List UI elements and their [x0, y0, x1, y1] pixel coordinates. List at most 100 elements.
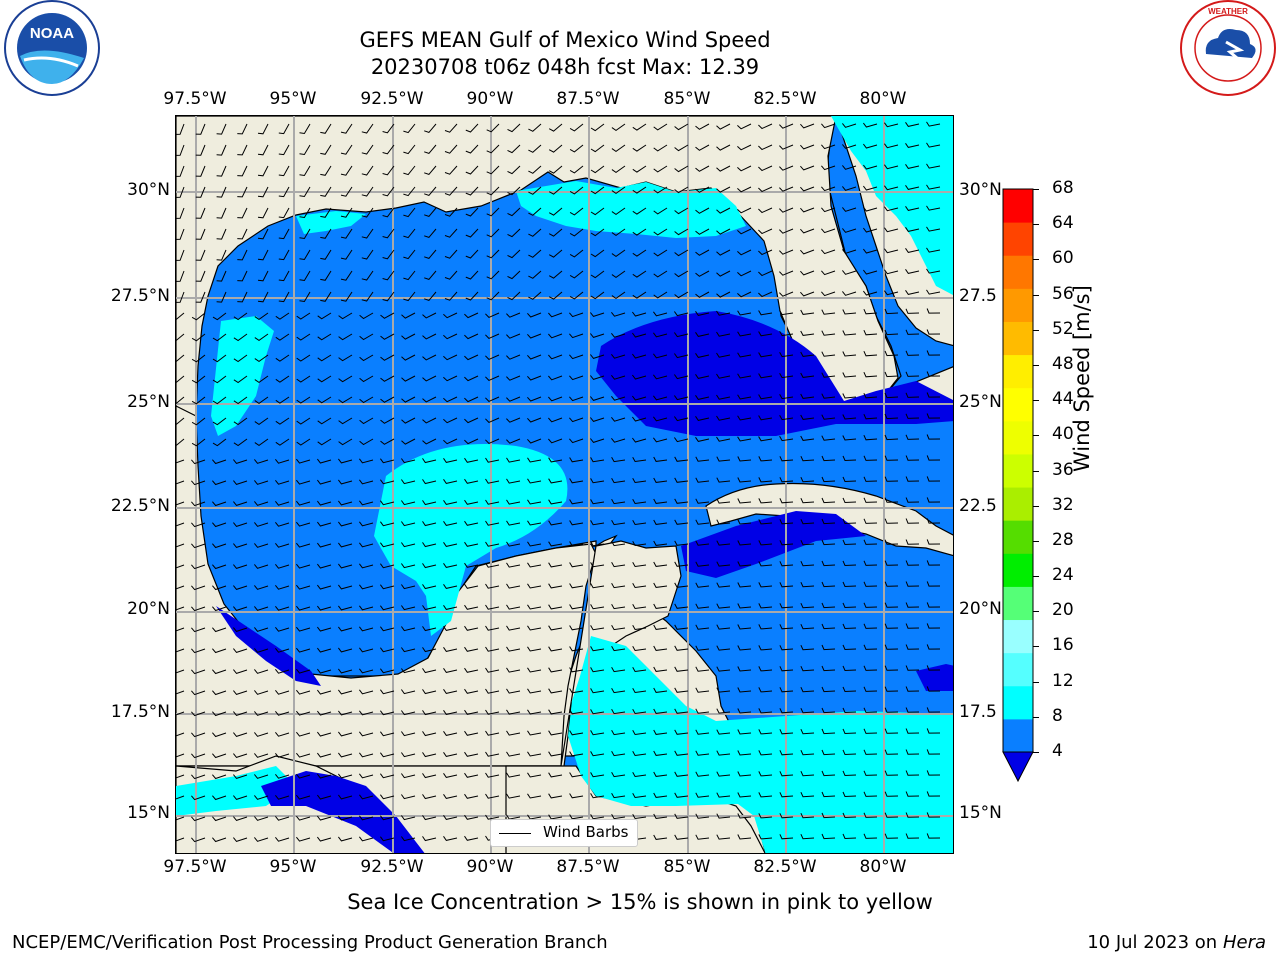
wind-barb — [359, 563, 374, 569]
wind-barb — [716, 270, 731, 277]
wind-barb — [653, 603, 668, 609]
wind-barb — [380, 438, 395, 445]
wind-barb — [884, 791, 899, 797]
wind-barb — [884, 623, 899, 629]
wind-barb — [569, 583, 584, 589]
wind-barb — [361, 291, 374, 302]
wind-barb — [905, 623, 920, 629]
wind-barb — [254, 417, 269, 426]
wind-barb — [779, 708, 794, 714]
colorbar-tick-label: 12 — [1052, 670, 1074, 691]
wind-barb — [611, 688, 626, 694]
wind-barb — [296, 710, 311, 716]
wind-barb — [800, 249, 815, 255]
colorbar-segment — [1003, 288, 1033, 322]
wind-barb — [905, 833, 920, 839]
wind-barb — [216, 270, 227, 282]
wind-barb — [590, 249, 605, 258]
wind-barb — [548, 249, 563, 258]
wind-barb — [400, 710, 416, 716]
wind-barb — [758, 645, 773, 651]
wind-barb — [590, 396, 605, 401]
wind-barb — [821, 455, 836, 462]
wind-barb — [758, 813, 773, 819]
wind-barb — [716, 291, 731, 298]
wind-barb — [379, 458, 395, 464]
wind-barb — [400, 605, 416, 611]
wind-barb — [758, 207, 773, 214]
wind-barb — [233, 606, 248, 611]
wind-barb — [695, 792, 710, 798]
wind-barb — [737, 207, 752, 214]
lat-label-right: 20°N — [959, 599, 1002, 619]
wind-barb — [716, 415, 731, 421]
wind-barb — [379, 500, 395, 506]
wind-barb — [632, 603, 647, 610]
wind-barb — [821, 309, 836, 315]
wind-barb — [611, 667, 626, 673]
wind-barb — [257, 165, 269, 177]
wind-barb — [485, 688, 500, 694]
wind-barb — [905, 269, 920, 274]
wind-barb — [716, 436, 731, 442]
wind-barb — [548, 312, 563, 318]
lat-label-left: 22.5°N — [110, 496, 170, 516]
wind-barb — [278, 144, 290, 156]
wind-barb — [842, 207, 857, 212]
wind-barb — [905, 812, 920, 818]
wind-barb — [548, 667, 563, 673]
wind-barb — [569, 730, 584, 736]
wind-barb — [176, 333, 185, 342]
wind-barb — [382, 207, 395, 218]
wind-barb — [548, 583, 563, 589]
wind-barb — [379, 605, 395, 611]
lon-label-top: 85°W — [663, 89, 711, 109]
wind-barb — [926, 518, 941, 524]
wind-barb — [424, 144, 437, 154]
wind-barb — [176, 501, 185, 506]
wind-barb — [361, 270, 374, 281]
wind-barb — [737, 603, 752, 609]
wind-barb — [863, 329, 878, 336]
wind-barb — [506, 751, 521, 757]
lat-label-right: 30°N — [959, 180, 1002, 200]
wind-barb — [296, 417, 311, 425]
wind-barb — [296, 584, 311, 590]
wind-barb — [527, 793, 542, 799]
wind-barb — [401, 333, 416, 340]
wind-barb — [800, 309, 815, 315]
wind-barb — [422, 312, 437, 319]
wind-barb — [212, 543, 227, 549]
wind-barb — [403, 186, 416, 197]
wind-barb — [485, 499, 500, 505]
wind-barb — [359, 354, 374, 362]
wind-barb — [320, 228, 332, 239]
wind-barb — [737, 813, 752, 819]
wind-barb — [590, 646, 605, 652]
wind-barb — [926, 163, 941, 169]
wind-barb — [424, 249, 437, 259]
wind-barb — [716, 792, 731, 798]
wind-barb — [338, 731, 353, 737]
wind-barb — [443, 521, 458, 526]
wind-barb — [507, 291, 521, 301]
wind-barb — [821, 833, 836, 840]
wind-barb — [695, 291, 710, 298]
colorbar-tick-label: 68 — [1052, 178, 1074, 198]
wind-barb — [212, 522, 227, 528]
wind-barb — [422, 605, 437, 611]
wind-barb — [401, 417, 416, 424]
wind-barb — [317, 710, 332, 716]
wind-barb — [380, 375, 395, 382]
wind-barb — [359, 438, 374, 446]
wind-barb — [926, 728, 941, 734]
wind-barb — [905, 206, 920, 211]
wind-barb — [863, 644, 878, 650]
wind-barb — [758, 708, 773, 714]
wind-barb — [695, 708, 710, 714]
wind-barb — [401, 396, 416, 403]
wind-barb — [863, 791, 878, 797]
wind-barb — [233, 795, 248, 800]
wind-barb — [926, 247, 941, 253]
wind-barb — [842, 455, 857, 462]
